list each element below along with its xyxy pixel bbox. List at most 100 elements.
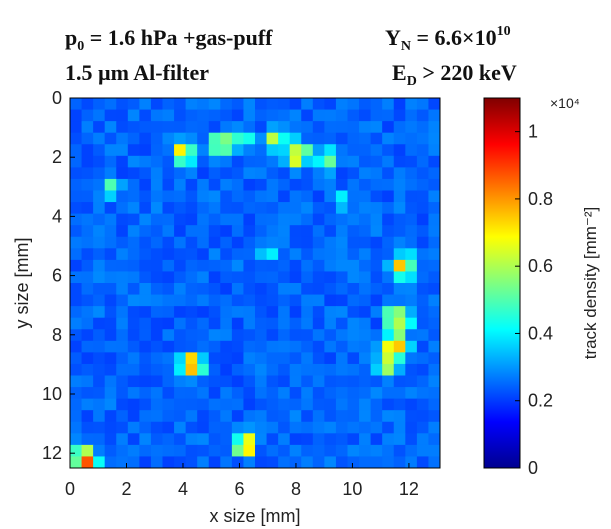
heatmap-cell [70, 283, 83, 296]
heatmap-cell [220, 352, 233, 365]
heatmap-cell [139, 294, 152, 307]
heatmap-cell [185, 340, 198, 353]
heatmap-cell [335, 178, 348, 191]
heatmap-cell [324, 155, 337, 168]
heatmap-cell [197, 375, 210, 388]
heatmap-cell [116, 306, 129, 319]
heatmap-cell [405, 340, 418, 353]
heatmap-cell [139, 421, 152, 434]
heatmap-cell [81, 155, 94, 168]
heatmap-cell [127, 144, 140, 157]
heatmap-cell [127, 190, 140, 203]
heatmap-cell [312, 225, 325, 238]
heatmap-cell [359, 132, 372, 145]
heatmap-cell [243, 444, 256, 457]
heatmap-cell [359, 167, 372, 180]
heatmap-cell [116, 109, 129, 122]
heatmap-cell [220, 340, 233, 353]
heatmap-cell [197, 340, 210, 353]
heatmap-cell [243, 317, 256, 330]
heatmap-cell [162, 155, 175, 168]
heatmap-cell [174, 248, 187, 261]
heatmap-cell [93, 398, 106, 411]
heatmap-cell [231, 456, 244, 469]
heatmap-cell [382, 213, 395, 226]
heatmap-cell [301, 144, 314, 157]
heatmap-cell [312, 317, 325, 330]
heatmap-cell [266, 294, 279, 307]
heatmap-cell [347, 144, 360, 157]
heatmap-cell [231, 433, 244, 446]
heatmap-cell [197, 109, 210, 122]
heatmap-cell [266, 121, 279, 134]
heatmap-cell [220, 398, 233, 411]
heatmap-cell [428, 398, 441, 411]
x-tick-label: 0 [65, 479, 75, 499]
heatmap-cell [301, 410, 314, 423]
heatmap-cell [231, 213, 244, 226]
heatmap-cell [312, 363, 325, 376]
heatmap-cell [116, 410, 129, 423]
heatmap-cell [127, 121, 140, 134]
heatmap-cell [93, 109, 106, 122]
heatmap-cell [104, 236, 117, 249]
heatmap-cell [81, 109, 94, 122]
heatmap-cell [347, 202, 360, 215]
heatmap-cell [324, 144, 337, 157]
heatmap-cell [347, 433, 360, 446]
heatmap-cell [162, 375, 175, 388]
heatmap-cell [197, 190, 210, 203]
heatmap-cell [393, 317, 406, 330]
heatmap-cell [220, 375, 233, 388]
heatmap-cell [278, 190, 291, 203]
heatmap-cell [243, 283, 256, 296]
heatmap-cell [104, 202, 117, 215]
heatmap-cell [197, 155, 210, 168]
heatmap-cell [324, 421, 337, 434]
heatmap-cell [405, 433, 418, 446]
colorbar-tick-label: 0.8 [528, 189, 553, 209]
heatmap-cell [428, 144, 441, 157]
heatmap-cell [93, 317, 106, 330]
heatmap-cell [359, 363, 372, 376]
heatmap-cell [405, 167, 418, 180]
heatmap-cell [243, 398, 256, 411]
heatmap-cell [347, 109, 360, 122]
heatmap-cell [81, 144, 94, 157]
heatmap-cell [393, 352, 406, 365]
heatmap-cell [197, 98, 210, 111]
y-tick-label: 6 [52, 266, 62, 286]
heatmap-cell [185, 456, 198, 469]
heatmap-cell [70, 121, 83, 134]
heatmap-cell [185, 213, 198, 226]
heatmap-cell [174, 283, 187, 296]
heatmap-cell [405, 109, 418, 122]
heatmap-cell [289, 294, 302, 307]
heatmap-cell [405, 421, 418, 434]
heatmap-cell [150, 456, 163, 469]
heatmap-cell [382, 375, 395, 388]
heatmap-cell [162, 109, 175, 122]
heatmap-cell [382, 248, 395, 261]
heatmap-cell [405, 259, 418, 272]
heatmap-cell [220, 190, 233, 203]
heatmap-cell [81, 306, 94, 319]
heatmap-cell [255, 283, 268, 296]
heatmap-cell [428, 410, 441, 423]
heatmap-cell [208, 132, 221, 145]
heatmap-cell [139, 121, 152, 134]
heatmap-cell [312, 248, 325, 261]
heatmap-cell [231, 248, 244, 261]
heatmap-cell [208, 202, 221, 215]
heatmap-cell [116, 352, 129, 365]
heatmap-cell [359, 190, 372, 203]
heatmap-cell [301, 259, 314, 272]
heatmap-cell [324, 363, 337, 376]
heatmap-cell [208, 375, 221, 388]
heatmap-cell [312, 271, 325, 284]
heatmap-cell [416, 109, 429, 122]
heatmap-cell [243, 456, 256, 469]
heatmap-cell [347, 421, 360, 434]
heatmap-cell [266, 236, 279, 249]
heatmap-cell [312, 109, 325, 122]
